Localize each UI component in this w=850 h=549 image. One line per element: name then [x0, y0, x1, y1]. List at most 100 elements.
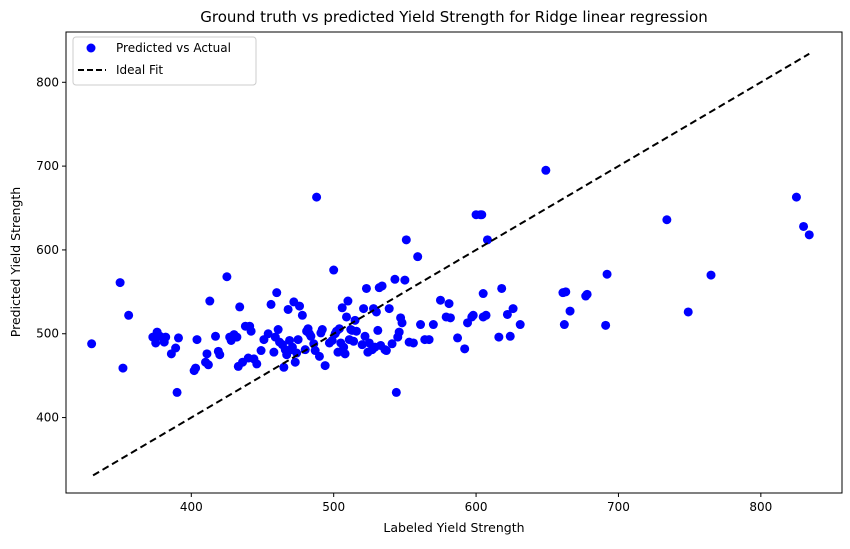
scatter-point	[235, 302, 245, 312]
scatter-point	[799, 221, 809, 231]
scatter-point	[444, 299, 454, 309]
scatter-point	[508, 304, 518, 314]
scatter-point	[424, 335, 434, 345]
scatter-point	[87, 339, 97, 349]
scatter-point	[203, 360, 213, 370]
scatter-point	[124, 310, 134, 320]
scatter-point	[279, 362, 289, 372]
scatter-point	[292, 348, 302, 358]
scatter-point	[505, 331, 515, 341]
scatter-point	[172, 387, 182, 397]
scatter-point	[478, 289, 488, 299]
scatter-point	[192, 335, 202, 345]
scatter-point	[397, 318, 407, 328]
legend-box	[72, 36, 257, 86]
scatter-point	[502, 309, 512, 319]
scatter-point	[115, 278, 125, 288]
data-marks	[87, 52, 814, 477]
scatter-point	[387, 339, 397, 349]
x-tick-label: 500	[322, 500, 345, 514]
scatter-point	[349, 336, 359, 346]
scatter-point	[377, 281, 387, 291]
scatter-point	[706, 270, 716, 280]
scatter-point	[468, 310, 478, 320]
scatter-point	[232, 332, 242, 342]
scatter-point	[561, 287, 571, 297]
scatter-point	[565, 306, 575, 316]
scatter-point	[683, 307, 693, 317]
scatter-point	[357, 340, 367, 350]
scatter-point	[541, 165, 551, 175]
scatter-point	[445, 313, 455, 323]
scatter-point	[515, 320, 525, 330]
scatter-point	[391, 387, 401, 397]
scatter-point	[337, 303, 347, 313]
scatter-point	[435, 295, 445, 305]
scatter-point	[351, 326, 361, 336]
scatter-point	[343, 296, 353, 306]
x-tick-label: 600	[465, 500, 488, 514]
scatter-point	[297, 310, 307, 320]
scatter-point	[191, 363, 201, 373]
scatter-point	[400, 275, 410, 285]
scatter-point	[202, 349, 212, 359]
legend-marker-scatter	[86, 43, 96, 53]
y-tick-label: 800	[36, 75, 59, 89]
scatter-point	[477, 210, 487, 220]
chart-title: Ground truth vs predicted Yield Strength…	[200, 8, 708, 26]
scatter-point	[662, 215, 672, 225]
x-tick-label: 700	[607, 500, 630, 514]
scatter-point	[171, 343, 181, 353]
y-axis-label: Predicted Yield Strength	[8, 187, 23, 337]
scatter-point	[272, 288, 282, 298]
scatter-point	[494, 332, 504, 342]
axis-ticks: 400 500 600 700 800 400 500 600 700 800	[36, 75, 772, 514]
scatter-point	[791, 192, 801, 202]
scatter-point	[394, 327, 404, 337]
scatter-point	[295, 301, 305, 311]
scatter-point	[340, 349, 350, 359]
scatter-point	[408, 338, 418, 348]
scatter-point	[341, 312, 351, 322]
scatter-point	[428, 320, 438, 330]
scatter-point	[269, 347, 279, 357]
legend-label-predicted: Predicted vs Actual	[116, 41, 231, 55]
scatter-point	[215, 350, 225, 360]
scatter-point	[256, 346, 266, 356]
legend-label-ideal: Ideal Fit	[116, 63, 163, 77]
scatter-point	[582, 289, 592, 299]
scatter-point	[360, 331, 370, 341]
scatter-point	[416, 320, 426, 330]
scatter-point	[602, 269, 612, 279]
scatter-point	[246, 326, 256, 336]
x-tick-label: 800	[749, 500, 772, 514]
legend: Predicted vs Actual Ideal Fit	[72, 36, 257, 86]
scatter-point	[314, 351, 324, 361]
scatter-point	[252, 359, 262, 369]
y-tick-label: 700	[36, 159, 59, 173]
scatter-point	[384, 304, 394, 314]
scatter-point	[334, 324, 344, 334]
scatter-point	[283, 304, 293, 314]
scatter-point	[222, 272, 232, 282]
scatter-point	[339, 342, 349, 352]
scatter-point	[151, 338, 161, 348]
scatter-point	[804, 230, 814, 240]
scatter-point	[266, 299, 276, 309]
x-axis-label: Labeled Yield Strength	[383, 520, 524, 535]
scatter-point	[263, 329, 273, 339]
scatter-point	[320, 361, 330, 371]
y-tick-label: 500	[36, 327, 59, 341]
scatter-point	[482, 235, 492, 245]
scatter-point	[118, 363, 128, 373]
scatter-point	[381, 346, 391, 356]
scatter-point	[312, 192, 322, 202]
scatter-point	[359, 304, 369, 314]
scatter-point	[390, 274, 400, 284]
scatter-point	[401, 235, 411, 245]
scatter-point	[361, 283, 371, 293]
scatter-point	[306, 331, 316, 341]
scatter-point	[497, 283, 507, 293]
y-tick-label: 400	[36, 411, 59, 425]
